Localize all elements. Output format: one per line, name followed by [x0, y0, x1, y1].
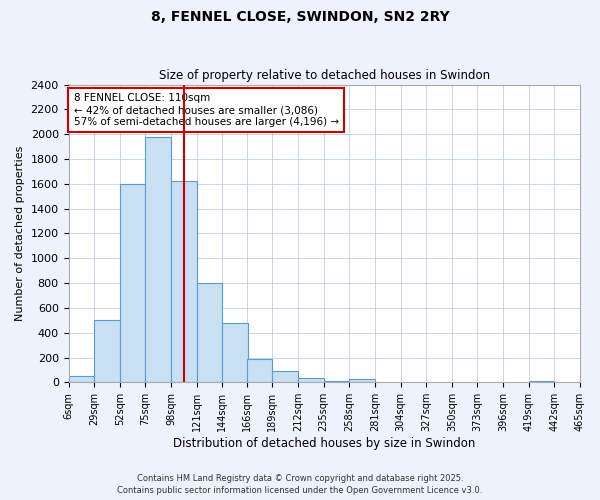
- Bar: [68, 376, 94, 382]
- Bar: [349, 378, 375, 382]
- Bar: [324, 381, 349, 382]
- Bar: [272, 371, 298, 382]
- Bar: [223, 323, 248, 382]
- Bar: [298, 378, 324, 382]
- X-axis label: Distribution of detached houses by size in Swindon: Distribution of detached houses by size …: [173, 437, 475, 450]
- Bar: [120, 184, 145, 382]
- Bar: [197, 283, 223, 382]
- Bar: [247, 359, 272, 382]
- Title: Size of property relative to detached houses in Swindon: Size of property relative to detached ho…: [159, 69, 490, 82]
- Bar: [171, 182, 197, 382]
- Text: Contains HM Land Registry data © Crown copyright and database right 2025.
Contai: Contains HM Land Registry data © Crown c…: [118, 474, 482, 495]
- Text: 8 FENNEL CLOSE: 110sqm
← 42% of detached houses are smaller (3,086)
57% of semi-: 8 FENNEL CLOSE: 110sqm ← 42% of detached…: [74, 94, 339, 126]
- Bar: [145, 136, 171, 382]
- Bar: [529, 381, 554, 382]
- Text: 8, FENNEL CLOSE, SWINDON, SN2 2RY: 8, FENNEL CLOSE, SWINDON, SN2 2RY: [151, 10, 449, 24]
- Y-axis label: Number of detached properties: Number of detached properties: [15, 146, 25, 321]
- Bar: [94, 320, 120, 382]
